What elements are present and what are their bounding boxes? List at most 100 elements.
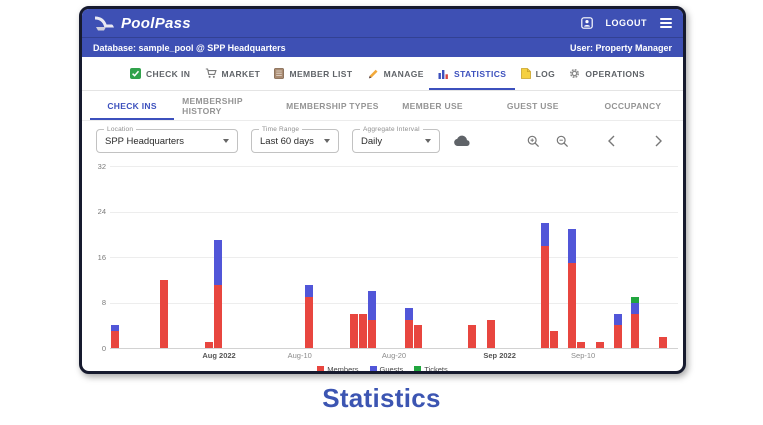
time-range-select[interactable]: Time Range Last 60 days <box>251 126 339 153</box>
bar-segment-members <box>205 342 214 348</box>
tab-operations[interactable]: OPERATIONS <box>569 57 645 90</box>
y-axis-tick-label: 8 <box>101 298 106 307</box>
subtab-label: GUEST USE <box>506 100 559 111</box>
chart-bar <box>630 296 639 348</box>
account-badge-icon[interactable] <box>580 17 593 29</box>
cloud-download-icon[interactable] <box>453 135 471 147</box>
subtab-guest-use[interactable]: GUEST USE <box>483 91 583 120</box>
market-cart-icon <box>205 68 217 79</box>
chart-bar <box>159 279 168 348</box>
tab-label: MEMBER LIST <box>289 68 353 79</box>
aggregate-interval-select-value: Daily <box>361 135 383 147</box>
filter-toolbar: Location SPP Headquarters Time Range Las… <box>82 121 683 161</box>
chevron-down-icon <box>223 139 229 143</box>
logout-button[interactable]: LOGOUT <box>605 18 647 28</box>
bar-segment-tickets <box>630 296 639 303</box>
bar-segment-members <box>541 245 550 348</box>
bar-segment-members <box>487 319 496 348</box>
tab-label: MANAGE <box>383 68 424 79</box>
chart-plot-area: 0 8 16 24 32 Aug 2022 Aug-10 Aug-20 Sep 2022 Sep-… <box>98 162 678 360</box>
gridline <box>110 257 678 258</box>
check-ins-chart: 0 8 16 24 32 Aug 2022 Aug-10 Aug-20 Sep 2022 Sep-… <box>82 161 683 371</box>
bar-segment-guests <box>404 308 413 320</box>
bar-segment-guests <box>567 228 576 263</box>
chart-bar <box>205 342 214 348</box>
bar-segment-members <box>110 330 119 348</box>
tab-label: STATISTICS <box>454 68 507 79</box>
user-info: User: Property Manager <box>569 42 672 53</box>
aggregate-interval-select[interactable]: Aggregate Interval Daily <box>352 126 440 153</box>
tab-log[interactable]: LOG <box>520 57 556 90</box>
bar-segment-members <box>550 330 559 348</box>
x-axis-tick-label: Aug-20 <box>381 351 407 360</box>
chart-bar <box>404 308 413 348</box>
tab-member-list[interactable]: MEMBER LIST <box>274 57 352 90</box>
bar-segment-guests <box>368 291 377 320</box>
aggregate-interval-select-label: Aggregate Interval <box>360 126 423 133</box>
bar-segment-members <box>467 325 476 348</box>
tab-manage[interactable]: MANAGE <box>367 57 424 90</box>
bar-segment-members <box>567 262 576 348</box>
time-range-select-label: Time Range <box>259 126 303 133</box>
legend-swatch <box>414 366 422 371</box>
subtab-label: CHECK INS <box>107 100 157 111</box>
chart-bar <box>214 239 223 348</box>
legend-item: Members <box>317 365 359 374</box>
legend-label: Tickets <box>424 365 448 374</box>
bar-segment-members <box>658 336 667 348</box>
subtab-membership-history[interactable]: MEMBERSHIP HISTORY <box>182 91 282 120</box>
location-select-value: SPP Headquarters <box>105 135 185 147</box>
bar-segment-members <box>359 313 368 348</box>
x-axis-tick-label: Aug 2022 <box>202 351 236 360</box>
bar-segment-members <box>613 325 622 348</box>
y-axis-tick-label: 24 <box>97 207 106 216</box>
bar-segment-members <box>159 279 168 348</box>
location-select[interactable]: Location SPP Headquarters <box>96 126 238 153</box>
chart-legend: Members Guests Tickets <box>82 365 683 374</box>
zoom-out-icon[interactable] <box>556 135 569 148</box>
chart-bar <box>487 319 496 348</box>
bar-segment-members <box>304 296 313 348</box>
subtab-label: MEMBERSHIP TYPES <box>286 100 379 111</box>
legend-item: Tickets <box>414 365 448 374</box>
tab-statistics[interactable]: STATISTICS <box>428 57 516 90</box>
tab-label: MARKET <box>221 68 261 79</box>
chevron-right-icon[interactable] <box>654 135 663 147</box>
tab-label: LOG <box>535 68 556 79</box>
x-axis-tick-label: Sep-10 <box>571 351 596 360</box>
tab-market[interactable]: MARKET <box>205 57 261 90</box>
chevron-down-icon <box>425 139 431 143</box>
bar-segment-guests <box>304 285 313 297</box>
gridline <box>110 166 678 167</box>
chart-bar <box>658 336 667 348</box>
y-axis-tick-label: 32 <box>97 161 106 171</box>
legend-label: Members <box>327 365 359 374</box>
x-axis-tick-label: Sep 2022 <box>483 351 516 360</box>
bar-segment-guests <box>541 222 550 246</box>
subtab-member-use[interactable]: MEMBER USE <box>383 91 483 120</box>
subtab-check-ins[interactable]: CHECK INS <box>82 91 182 120</box>
gridline <box>110 211 678 213</box>
bar-segment-guests <box>110 325 119 331</box>
bar-segment-members <box>214 285 223 348</box>
main-nav-tabs: CHECK IN MARKET MEMBER LIST MANAGE STATI… <box>82 57 683 91</box>
manage-pencil-icon <box>367 68 379 79</box>
tab-check-in[interactable]: CHECK IN <box>130 57 190 90</box>
y-axis-tick-label: 0 <box>101 343 106 353</box>
subtab-membership-types[interactable]: MEMBERSHIP TYPES <box>282 91 382 120</box>
chart-bar <box>110 325 119 348</box>
zoom-in-icon[interactable] <box>527 135 540 148</box>
chart-bar <box>359 313 368 348</box>
chart-bar <box>550 330 559 348</box>
y-axis-tick-label: 16 <box>97 252 106 262</box>
subtab-occupancy[interactable]: OCCUPANCY <box>583 91 683 120</box>
page-caption: Statistics <box>322 383 441 413</box>
bar-segment-members <box>368 319 377 348</box>
chevron-left-icon[interactable] <box>607 135 616 147</box>
location-select-label: Location <box>104 126 137 133</box>
menu-icon[interactable] <box>660 18 672 28</box>
bar-segment-members <box>576 342 585 348</box>
bar-segment-members <box>595 342 604 348</box>
app-bar: PoolPass LOGOUT <box>82 9 683 37</box>
legend-swatch <box>317 366 325 371</box>
